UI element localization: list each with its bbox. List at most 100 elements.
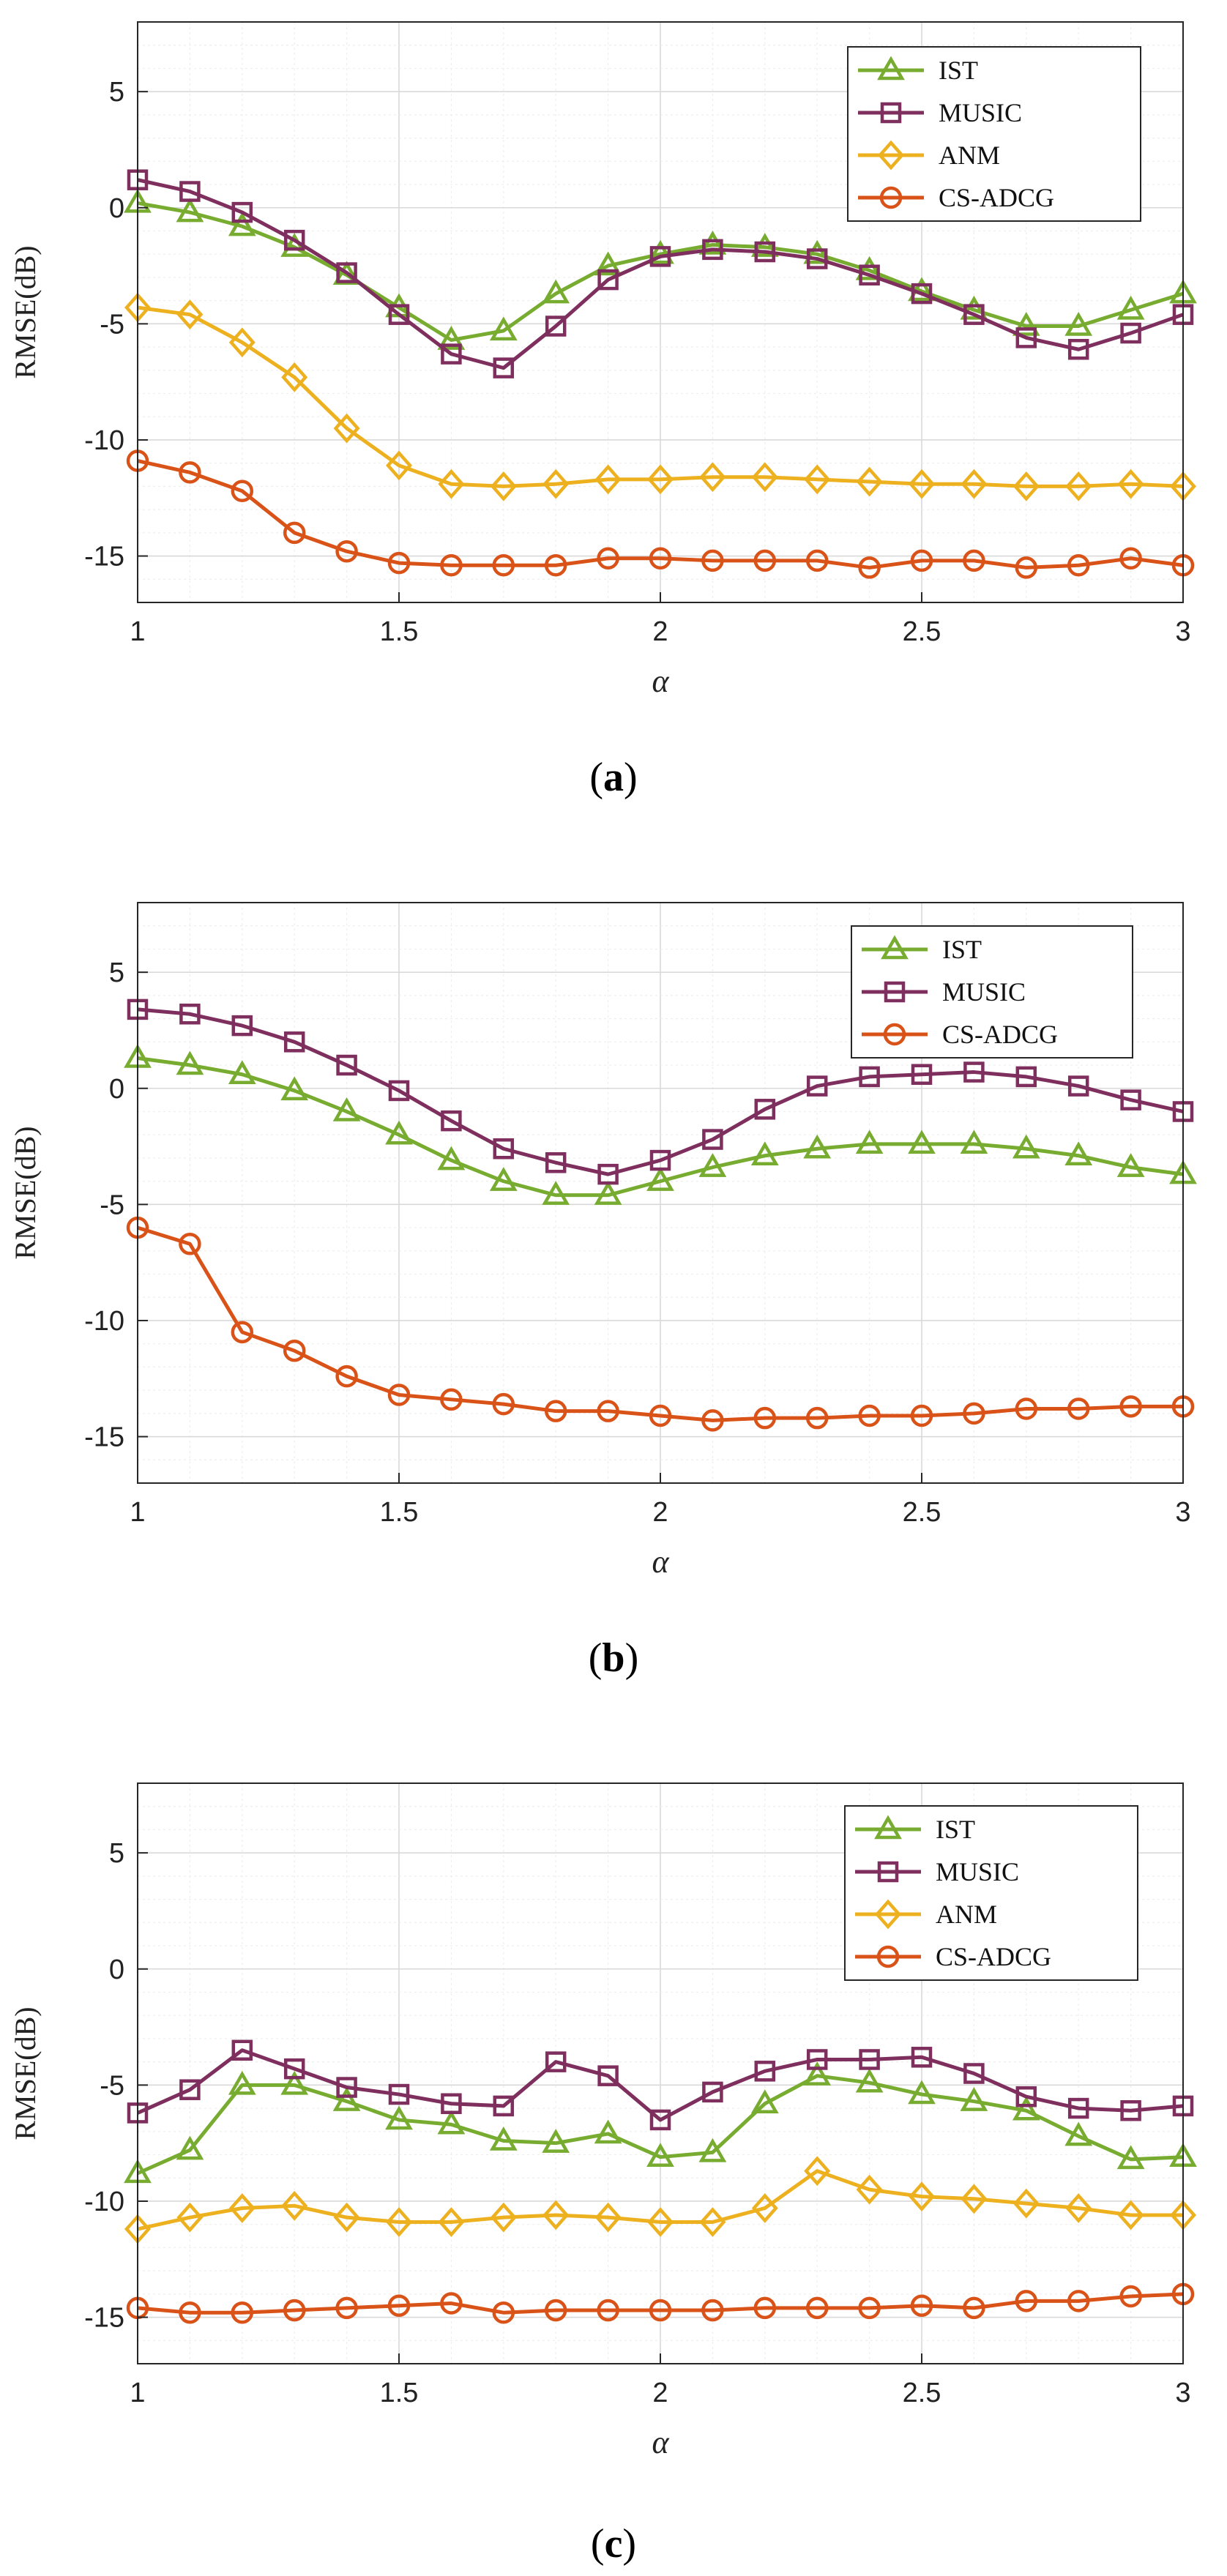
y-tick-label: 0 bbox=[109, 193, 124, 224]
y-tick-label: 5 bbox=[109, 957, 124, 988]
legend-item: MUSIC bbox=[858, 98, 1022, 127]
data-point bbox=[960, 295, 988, 320]
caption-letter: c bbox=[605, 2521, 623, 2566]
series-line bbox=[137, 201, 1184, 343]
legend-label: MUSIC bbox=[936, 1857, 1019, 1886]
data-point bbox=[1067, 1397, 1090, 1420]
data-point bbox=[963, 1402, 985, 1425]
data-point bbox=[493, 357, 515, 378]
data-point bbox=[805, 549, 829, 572]
data-point bbox=[698, 2138, 727, 2162]
data-point bbox=[179, 2301, 201, 2324]
data-point bbox=[806, 2049, 828, 2070]
x-tick-label: 2.5 bbox=[903, 1497, 941, 1528]
y-tick-label: -15 bbox=[84, 1422, 124, 1453]
data-point bbox=[179, 461, 201, 484]
data-point bbox=[649, 1149, 671, 1171]
data-point bbox=[911, 1064, 933, 1085]
data-point bbox=[1067, 339, 1089, 360]
data-point bbox=[388, 1080, 410, 1102]
legend-item: CS-ADCG bbox=[862, 1020, 1058, 1049]
data-point bbox=[332, 1097, 361, 1121]
series-line bbox=[137, 459, 1184, 570]
data-point bbox=[231, 1015, 253, 1037]
data-point bbox=[542, 2129, 570, 2153]
data-point bbox=[231, 2301, 254, 2324]
data-point bbox=[1117, 2200, 1144, 2230]
legend-label: MUSIC bbox=[942, 977, 1026, 1007]
data-point bbox=[649, 2109, 671, 2131]
x-tick-label: 2.5 bbox=[903, 616, 941, 647]
data-point bbox=[489, 1167, 518, 1191]
data-point bbox=[1119, 2285, 1142, 2308]
x-tick-label: 1 bbox=[130, 1497, 145, 1528]
x-tick-label: 1.5 bbox=[380, 616, 419, 647]
data-point bbox=[283, 229, 305, 251]
chart-panel-c: 1 1.5 2 2.5 3 5 0 -5 -10 -15 RMSE(dB) α IST MUSIC A… bbox=[9, 1782, 1197, 2566]
data-point bbox=[176, 2202, 204, 2233]
y-axis-label: RMSE(dB) bbox=[9, 1126, 42, 1259]
y-axis-label: RMSE(dB) bbox=[9, 2006, 42, 2140]
data-point bbox=[804, 2156, 831, 2187]
data-point bbox=[961, 468, 988, 499]
legend-item: IST bbox=[855, 1815, 975, 1844]
data-point bbox=[855, 2068, 884, 2093]
data-point bbox=[753, 2296, 777, 2320]
data-point bbox=[335, 2296, 358, 2320]
data-point bbox=[910, 2294, 933, 2317]
series-line bbox=[137, 2292, 1184, 2315]
tick-labels: 1 1.5 2 2.5 3 5 0 -5 -10 -15 bbox=[84, 77, 1190, 647]
x-tick-label: 2 bbox=[652, 616, 668, 647]
y-tick-label: 5 bbox=[109, 77, 124, 108]
data-point bbox=[1067, 2097, 1089, 2119]
data-point bbox=[281, 2190, 308, 2221]
data-point bbox=[1067, 1075, 1089, 1097]
data-point bbox=[176, 1050, 204, 1075]
data-point bbox=[333, 413, 360, 444]
data-point bbox=[283, 1339, 306, 1362]
panel-caption: (a) bbox=[589, 755, 637, 800]
legend-label: IST bbox=[942, 935, 982, 964]
data-point bbox=[646, 2143, 674, 2167]
data-point bbox=[542, 1181, 570, 1205]
data-point bbox=[859, 264, 880, 285]
data-point bbox=[283, 2058, 305, 2080]
data-point bbox=[911, 283, 933, 305]
data-point bbox=[594, 464, 622, 495]
data-point bbox=[754, 241, 776, 263]
data-point bbox=[859, 2049, 880, 2070]
legend-item: MUSIC bbox=[862, 977, 1026, 1007]
data-point bbox=[908, 2181, 936, 2212]
data-point bbox=[544, 1400, 567, 1422]
data-point bbox=[855, 255, 884, 280]
data-point bbox=[545, 2051, 567, 2072]
legend-label: CS-ADCG bbox=[936, 1942, 1051, 1971]
data-point bbox=[698, 231, 727, 255]
x-axis-label: α bbox=[652, 663, 669, 699]
legend-label: CS-ADCG bbox=[939, 183, 1054, 212]
legend-marker bbox=[883, 1023, 906, 1046]
data-point bbox=[1065, 2193, 1092, 2223]
data-point bbox=[387, 551, 411, 575]
series-anm bbox=[124, 2156, 1197, 2244]
data-point bbox=[228, 327, 256, 358]
data-point bbox=[646, 239, 674, 264]
legend-marker bbox=[881, 935, 909, 960]
data-point bbox=[702, 1129, 723, 1150]
data-point bbox=[231, 479, 254, 502]
data-point bbox=[335, 540, 358, 563]
legend-marker bbox=[877, 1861, 899, 1883]
data-point bbox=[805, 2296, 829, 2320]
y-tick-label: -5 bbox=[100, 309, 124, 340]
data-point bbox=[385, 2105, 413, 2130]
data-point bbox=[908, 468, 936, 499]
data-point bbox=[441, 1110, 462, 1132]
data-point bbox=[594, 2202, 622, 2233]
data-point bbox=[963, 1061, 985, 1083]
data-point bbox=[806, 1075, 828, 1097]
data-point bbox=[858, 1404, 881, 1427]
data-point bbox=[597, 2299, 619, 2322]
data-point bbox=[492, 2301, 515, 2324]
data-point bbox=[963, 549, 985, 572]
